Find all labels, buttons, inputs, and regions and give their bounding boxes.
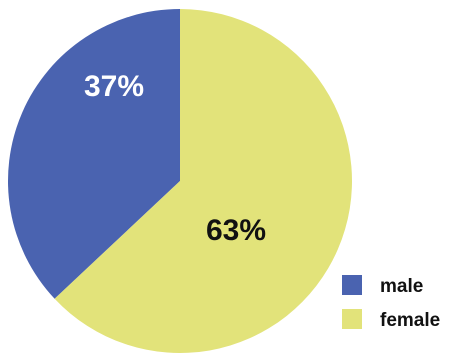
legend-swatch-male — [342, 275, 362, 295]
legend-label-male: male — [380, 276, 423, 297]
pie-slices — [8, 9, 353, 353]
legend-label-female: female — [380, 310, 440, 331]
slice-label-male: 37% — [84, 70, 144, 103]
pie-slice-female — [54, 9, 353, 353]
slice-label-female: 63% — [206, 214, 266, 247]
pie-slice-labels: 37% 63% — [84, 70, 266, 247]
legend: male female — [342, 275, 440, 331]
legend-swatch-female — [342, 309, 362, 329]
pie-slice-male — [8, 9, 181, 299]
